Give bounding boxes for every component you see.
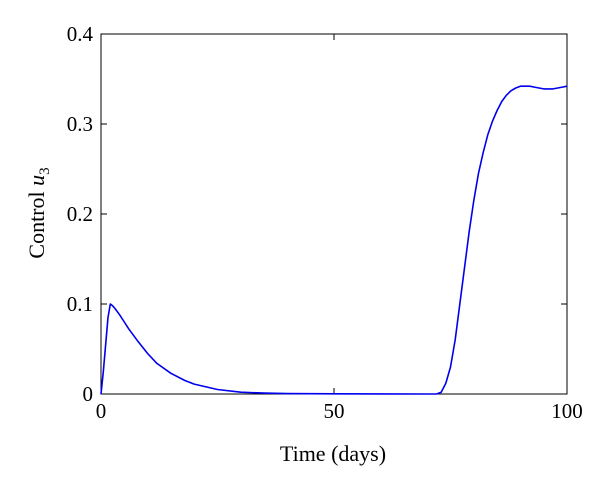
- y-axis-label-prefix: Control: [24, 186, 49, 259]
- x-tick-label: 100: [551, 399, 583, 423]
- y-tick-label: 0.3: [67, 112, 93, 136]
- x-axis-label: Time (days): [280, 441, 386, 466]
- y-axis-label-sub: 3: [37, 167, 53, 175]
- y-tick-label: 0.2: [67, 202, 93, 226]
- series-lines: [100, 85, 568, 395]
- plot-frame: [100, 33, 568, 395]
- x-tick-label: 0: [96, 399, 107, 423]
- series-line: [100, 85, 568, 395]
- y-tick-label: 0.1: [67, 292, 93, 316]
- y-tick-label: 0.4: [67, 22, 94, 46]
- ticks: 0 50 100 0 0.1 0.2 0.3 0.4: [67, 22, 583, 423]
- y-axis-label: Control u3: [24, 167, 53, 258]
- axis-labels: Time (days) Control u3: [24, 167, 386, 466]
- y-tick-label: 0: [83, 382, 94, 406]
- x-tick-label: 50: [324, 399, 345, 423]
- y-axis-label-var: u: [24, 175, 49, 186]
- plot-area: [100, 33, 568, 395]
